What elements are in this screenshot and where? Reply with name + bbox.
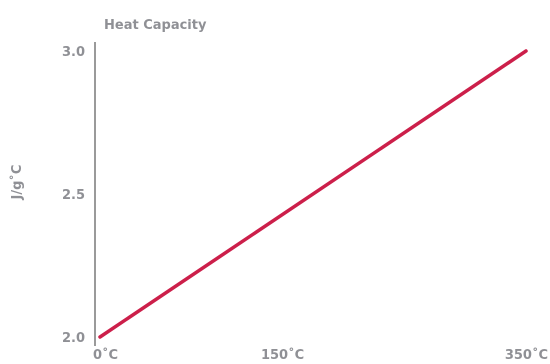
x-tick-label: 350˚C bbox=[505, 347, 548, 363]
x-tick-label: 150˚C bbox=[261, 347, 304, 363]
y-axis-label: J/g˚C bbox=[9, 165, 25, 201]
series-line bbox=[98, 49, 528, 339]
y-tick-label: 3.0 bbox=[62, 45, 85, 60]
chart-title: Heat Capacity bbox=[104, 18, 207, 33]
y-tick-label: 2.5 bbox=[62, 188, 85, 203]
x-tick-label: 0˚C bbox=[93, 347, 118, 363]
y-tick-label: 2.0 bbox=[62, 331, 85, 346]
